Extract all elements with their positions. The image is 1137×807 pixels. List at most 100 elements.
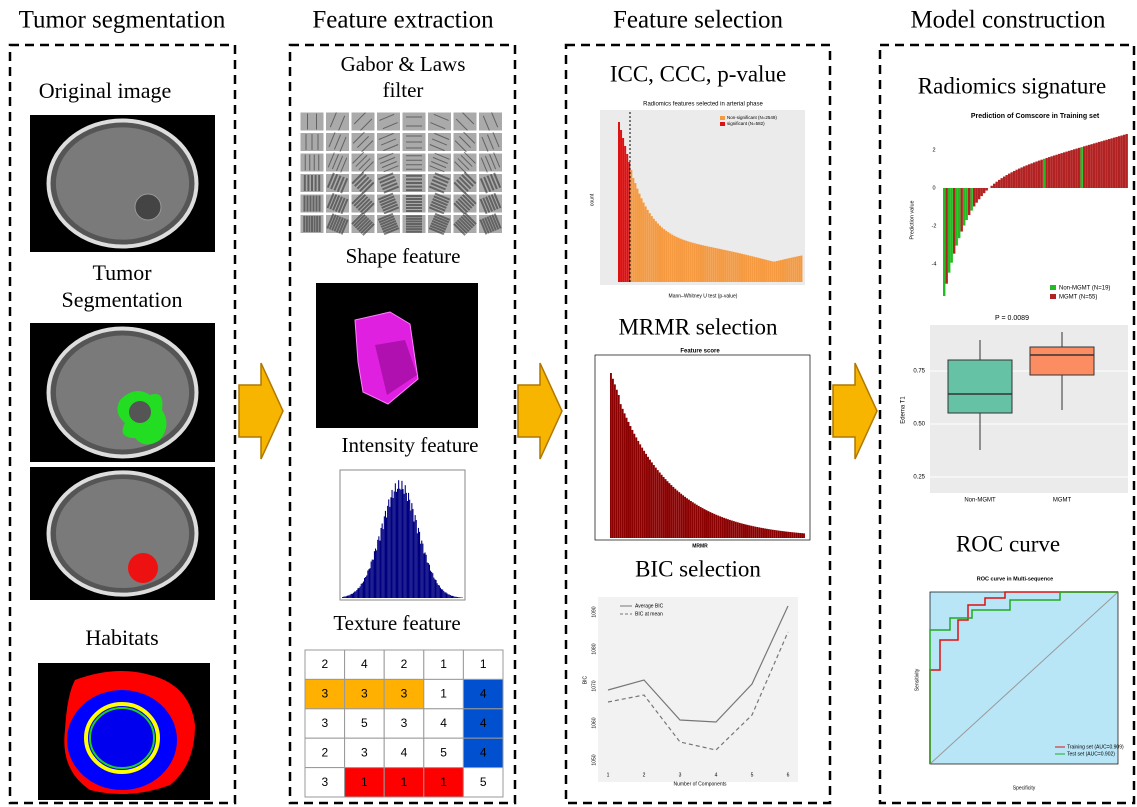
- prediction-bar: [1121, 135, 1123, 188]
- score-bar: [709, 512, 711, 538]
- score-bar: [799, 533, 801, 538]
- prediction-bar: [1036, 161, 1038, 188]
- histogram-bar: [431, 572, 432, 598]
- score-bar: [784, 531, 786, 538]
- plot-text: MGMT (N=55): [1059, 295, 1097, 301]
- score-bar: [801, 533, 803, 538]
- histogram-bar: [641, 198, 643, 282]
- histogram-bar: [626, 154, 628, 282]
- prediction-bar: [1026, 165, 1028, 188]
- histogram-bar: [682, 239, 684, 282]
- histogram-bar: [694, 243, 696, 282]
- brain-tissue: [56, 479, 189, 588]
- prediction-bar: [1126, 134, 1128, 188]
- histogram-bar: [630, 170, 632, 282]
- histogram-bar: [459, 597, 460, 598]
- score-bar: [745, 524, 747, 538]
- score-bar: [737, 522, 739, 538]
- histogram-bar: [355, 591, 356, 598]
- score-bar: [719, 516, 721, 538]
- histogram-bar: [373, 560, 374, 598]
- score-bar: [717, 516, 719, 538]
- texture-value: 1: [480, 657, 487, 671]
- score-bar: [727, 519, 729, 538]
- histogram-bar: [407, 501, 408, 598]
- gabor-kernel: [300, 112, 324, 131]
- histogram-bar: [397, 489, 398, 598]
- plot-text: Average BIC: [635, 603, 664, 609]
- prediction-bar: [943, 188, 945, 296]
- histogram-bar: [704, 246, 706, 282]
- section-label: ROC curve: [956, 531, 1060, 556]
- box: [948, 360, 1012, 413]
- plot-background: [598, 597, 798, 782]
- gabor-kernel: [428, 194, 452, 213]
- texture-value: 5: [440, 745, 447, 759]
- histogram-bar: [417, 533, 418, 598]
- column-title: Feature extraction: [312, 7, 494, 34]
- texture-value: 2: [321, 657, 328, 671]
- prediction-bar: [1098, 142, 1100, 188]
- score-bar: [723, 518, 725, 538]
- score-bar: [694, 504, 696, 538]
- texture-value: 4: [440, 716, 447, 730]
- plot-text: Non-significant (N=2549): [727, 115, 777, 120]
- histogram-bar: [796, 256, 798, 282]
- gabor-kernel: [326, 112, 350, 131]
- tumor: [135, 194, 161, 220]
- score-bar: [729, 520, 731, 538]
- histogram-bar: [725, 250, 727, 282]
- histogram-bar: [439, 585, 440, 598]
- prediction-bar: [1016, 170, 1018, 188]
- arrow: [239, 363, 283, 459]
- legend-key: [1050, 294, 1056, 299]
- score-bar: [791, 532, 793, 538]
- histogram-bar: [415, 515, 416, 598]
- histogram-bar: [385, 511, 386, 598]
- prediction-bar: [1051, 156, 1053, 188]
- prediction-bar: [983, 188, 985, 193]
- histogram-bar: [458, 597, 459, 598]
- plot-text: P = 0.0089: [995, 315, 1029, 322]
- score-bar: [633, 434, 635, 538]
- histogram-bar: [443, 591, 444, 598]
- prediction-bar: [1008, 174, 1010, 188]
- histogram-bar: [445, 592, 446, 598]
- histogram-bar: [770, 261, 772, 282]
- prediction-bar: [993, 184, 995, 188]
- histogram-bar: [349, 595, 350, 598]
- score-bar: [739, 523, 741, 538]
- prediction-bar: [1108, 139, 1110, 188]
- texture-value: 3: [321, 687, 328, 701]
- prediction-bar: [1013, 171, 1015, 188]
- prediction-bar: [1011, 172, 1013, 188]
- score-bar: [778, 531, 780, 538]
- histogram-bar: [438, 585, 439, 598]
- histogram-bar: [677, 238, 679, 282]
- prediction-bar: [953, 188, 955, 254]
- legend-key: [720, 116, 725, 120]
- histogram-bar: [649, 213, 651, 282]
- histogram-bar: [441, 589, 442, 598]
- plot-text: 0: [932, 185, 935, 191]
- texture-value: 4: [361, 657, 368, 671]
- histogram-bar: [452, 596, 453, 598]
- prediction-bar: [963, 188, 965, 226]
- histogram-bar: [412, 509, 413, 598]
- legend-key: [720, 122, 725, 126]
- histogram-bar: [390, 497, 391, 598]
- histogram-bar: [800, 256, 802, 282]
- texture-value: 4: [480, 745, 487, 759]
- prediction-bar: [991, 186, 993, 188]
- histogram-bar: [702, 245, 704, 282]
- histogram-bar: [401, 481, 402, 598]
- prediction-bar: [956, 188, 958, 246]
- prediction-bar: [1123, 135, 1125, 188]
- histogram-bar: [381, 528, 382, 598]
- score-bar: [706, 510, 708, 538]
- plot-text: MGMT: [1053, 498, 1072, 504]
- histogram-bar: [774, 262, 776, 282]
- histogram-bar: [731, 251, 733, 282]
- score-bar: [641, 448, 643, 538]
- histogram-bar: [437, 583, 438, 598]
